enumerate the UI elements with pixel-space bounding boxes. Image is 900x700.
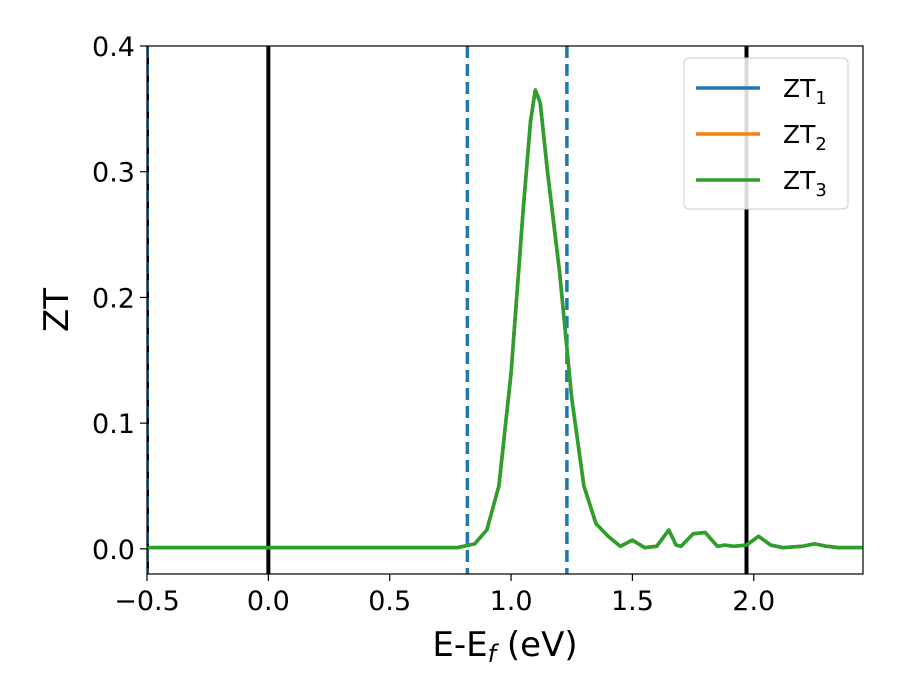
legend-label-1: ZT1 bbox=[783, 74, 827, 109]
x-axis-title-main: E-E bbox=[432, 625, 487, 665]
y-tick-label: 0.4 bbox=[92, 32, 135, 63]
legend: ZT1 ZT2 ZT3 bbox=[683, 57, 849, 210]
x-tick-label: 0.0 bbox=[247, 586, 290, 617]
x-axis-title: E-Ef (eV) bbox=[432, 625, 577, 668]
x-tick-label: 1.0 bbox=[490, 586, 533, 617]
series-line-3 bbox=[147, 88, 863, 550]
y-tick-label: 0.3 bbox=[92, 158, 135, 189]
legend-label-2: ZT2 bbox=[783, 120, 827, 155]
x-tick-label: −0.5 bbox=[114, 586, 180, 617]
x-tick-label: 0.5 bbox=[368, 586, 411, 617]
axes-frame bbox=[146, 45, 864, 575]
y-axis-title: ZT bbox=[37, 288, 77, 332]
legend-box bbox=[683, 57, 849, 210]
y-tick-label: 0.2 bbox=[92, 283, 135, 314]
y-tick-label: 0.1 bbox=[92, 409, 135, 440]
x-tick-label: 2.0 bbox=[732, 586, 775, 617]
axes: −0.5 0.0 0.5 1.0 1.5 2.0 0.0 0.1 0.2 0.3 0.4 bbox=[92, 32, 864, 617]
x-tick-label: 1.5 bbox=[611, 586, 654, 617]
y-tick-label: 0.0 bbox=[92, 535, 135, 566]
legend-label-3: ZT3 bbox=[783, 166, 827, 201]
x-axis-title-unit: (eV) bbox=[496, 625, 578, 665]
